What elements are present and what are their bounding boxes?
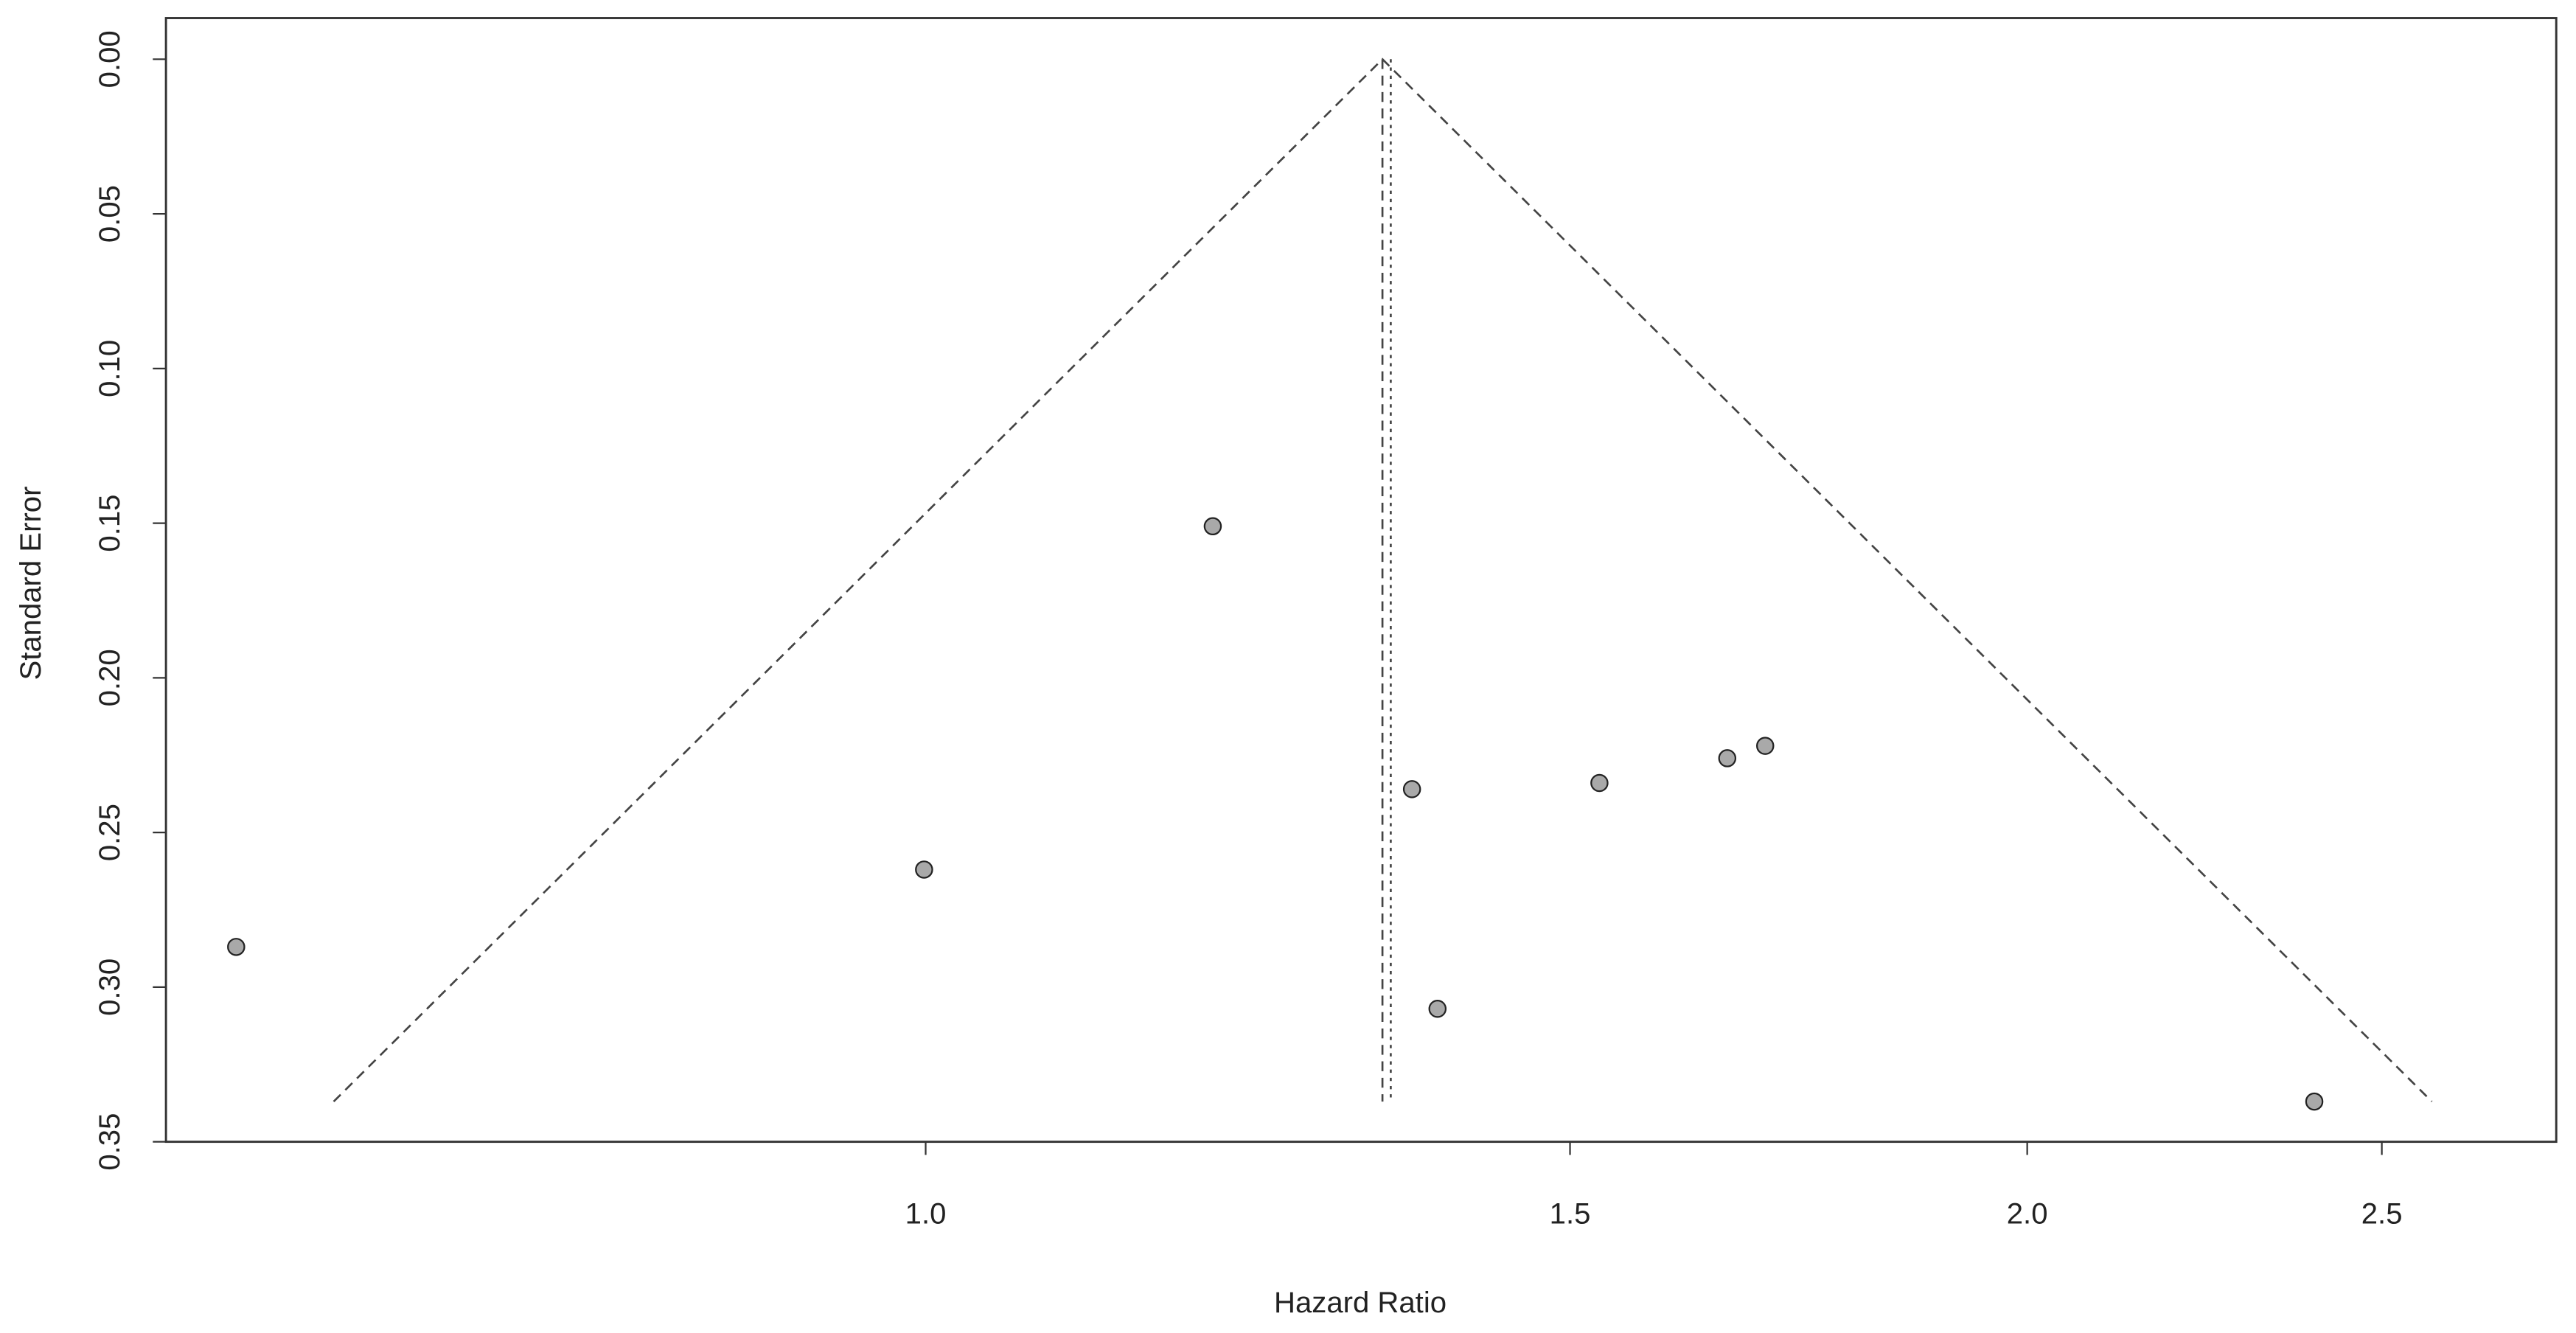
study-point bbox=[1428, 999, 1447, 1018]
y-tick-label: 0.05 bbox=[94, 185, 126, 243]
y-tick-label: 0.25 bbox=[94, 804, 126, 861]
study-point bbox=[1590, 773, 1609, 793]
study-point bbox=[1718, 749, 1737, 768]
study-point bbox=[2305, 1092, 2324, 1111]
study-point bbox=[227, 938, 246, 956]
y-tick-label: 0.20 bbox=[94, 649, 126, 706]
y-tick-label: 0.35 bbox=[94, 1113, 126, 1171]
y-tick-label: 0.10 bbox=[94, 340, 126, 397]
x-tick-label: 1.5 bbox=[1550, 1197, 1591, 1230]
study-point bbox=[1203, 517, 1222, 536]
study-point bbox=[915, 860, 933, 879]
plot-frame bbox=[164, 17, 2558, 1144]
study-point bbox=[1755, 737, 1775, 755]
study-point bbox=[1402, 780, 1421, 798]
x-tick-label: 2.5 bbox=[2361, 1197, 2403, 1230]
x-tick-label: 1.0 bbox=[905, 1197, 947, 1230]
y-tick-label: 0.00 bbox=[94, 30, 126, 88]
y-axis-title: Standard Error bbox=[15, 487, 47, 681]
x-tick-label: 2.0 bbox=[2007, 1197, 2048, 1230]
x-axis-title: Hazard Ratio bbox=[1274, 1287, 1447, 1319]
y-tick-label: 0.30 bbox=[94, 958, 126, 1016]
y-tick-label: 0.15 bbox=[94, 495, 126, 552]
